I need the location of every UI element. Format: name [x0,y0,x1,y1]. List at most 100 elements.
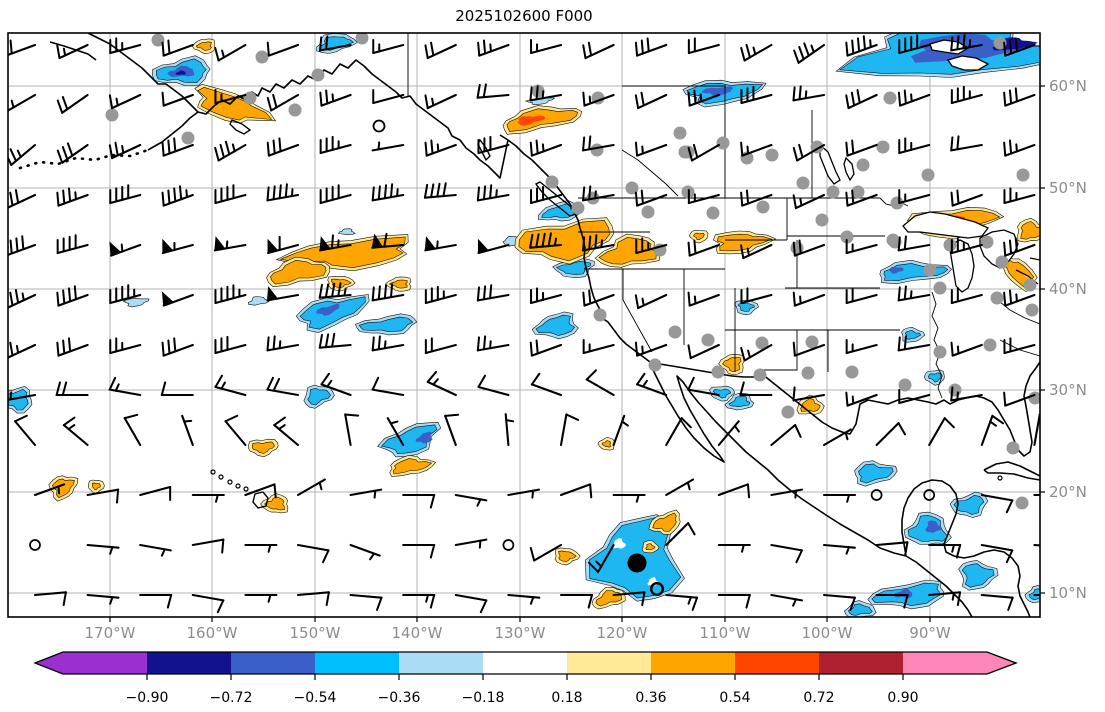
wind-barb-staff [846,393,878,407]
station-dot [995,255,1009,269]
wind-barb-staff [845,243,878,255]
wind-barb-staff [214,293,247,305]
wind-barb-full [955,544,962,559]
shaded-region [92,482,101,491]
wind-barb-staff [372,93,405,105]
wind-barb-full [5,195,7,208]
wind-barb-full [740,191,744,207]
wind-barb-staff [10,143,37,166]
wind-barb-staff [371,343,405,352]
wind-barb-full [266,141,270,157]
wind-barb-half [799,197,803,207]
station-dot [355,33,369,45]
wind-barb-full [430,183,435,199]
shaded-region-core [925,520,942,533]
wind-barb-full [429,594,436,609]
wind-barb-half [318,481,323,491]
wind-barb-full [1003,241,1007,257]
wind-barb-staff [444,414,457,447]
wind-barb-staff [62,424,89,447]
wind-barb-staff [689,343,720,360]
wind-barb-half [531,489,535,499]
station-dot [311,68,325,82]
wind-barb-half [810,44,815,54]
colorbar-tick-label: 0.90 [887,690,918,706]
wind-barb-full [587,594,593,609]
wind-barb-staff [109,343,142,355]
wind-barb-full [167,139,171,155]
storm-symbols-layer [372,119,664,596]
station-dot [590,143,604,157]
wind-barb-half [600,239,603,249]
wind-barb-staff [584,43,615,60]
wind-barb-staff [635,243,668,255]
lake-outline [819,143,841,185]
lake-outline [946,55,990,71]
wind-barb-staff [530,43,563,55]
wind-barb-full [9,148,18,162]
station-dot [948,383,962,397]
wind-barb-full [273,416,286,427]
wind-barb-staff [109,193,142,205]
wind-barb-full [745,189,750,205]
wind-barb-staff [743,343,773,362]
shaded-region [392,458,433,475]
wind-barb-staff [454,493,488,502]
calm-circle [502,539,515,551]
wind-barb-half [641,379,648,388]
wind-barb-half [956,391,959,401]
wind-barb-staff [1003,193,1036,205]
wind-barb-full [740,346,746,362]
small-island [218,474,224,480]
wind-barb-full [585,369,597,381]
wind-barb-staff [793,343,826,357]
shaded-region [380,424,438,455]
wind-barb-staff [371,388,405,397]
wind-barb-full [740,141,744,157]
wind-barb-full [482,285,487,301]
wind-barb-staff [792,93,826,102]
wind-barb-full [4,387,5,400]
wind-barb-full [845,191,849,207]
wind-barb-full [903,235,907,251]
wind-barb-full [266,41,270,57]
shaded-region [904,330,922,340]
wind-barb-full [319,91,323,107]
wind-barb-full [476,186,481,202]
station-dot [1025,303,1039,317]
wind-barb-staff [530,193,563,205]
wind-barb-full [588,185,592,201]
wind-barb-full [476,286,481,302]
wind-barb-full [991,414,1005,425]
wind-barb-staff [507,593,541,599]
wind-barb-half [641,145,644,155]
wind-barb-full [636,372,646,386]
wind-barb-staff [61,93,89,114]
wind-barb-full [956,189,960,205]
wind-barb-staff [530,143,563,157]
wind-barb-half [641,297,645,307]
wind-barb-full [541,232,546,248]
wind-barb-full [108,376,117,391]
wind-barb-half [1015,293,1018,303]
wind-barb-staff [162,43,194,57]
wind-barb-full [535,139,539,155]
wind-barb-half [635,494,640,503]
station-dot [593,308,607,322]
wind-barb-full [5,43,6,56]
wind-barb-full [108,94,114,110]
wind-barb-half [369,552,376,561]
wind-barb-full [214,46,220,62]
wind-barb-half [495,189,498,199]
wind-barb-half [343,287,347,297]
coastline [983,461,1040,481]
wind-barb-staff [8,193,37,209]
wind-barb-full [530,372,541,386]
wind-barb-staff [267,143,300,157]
shaded-region [961,563,995,588]
wind-barb-staff [109,43,142,55]
wind-barb-full [740,244,745,260]
wind-barb-staff [61,143,89,164]
wind-barb-half [687,596,692,605]
wind-barb-full [693,89,697,105]
